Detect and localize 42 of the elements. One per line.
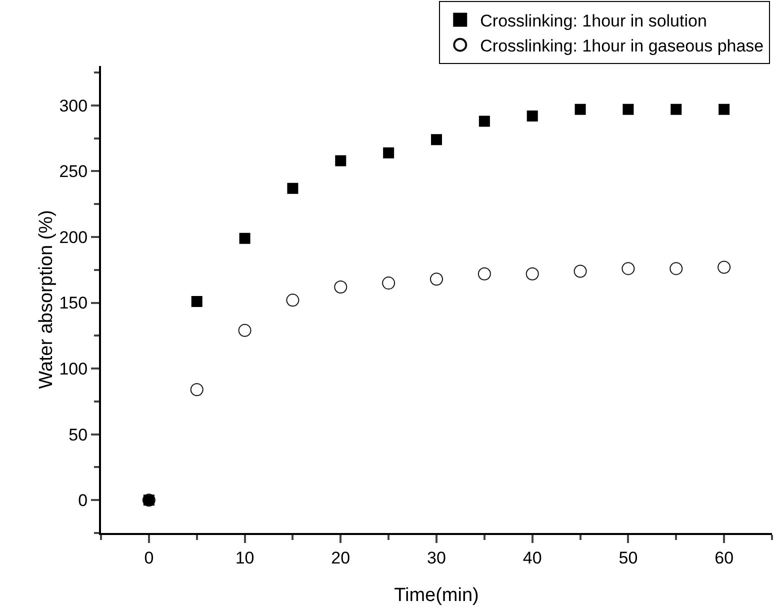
- x-tick-label: 10: [235, 548, 254, 568]
- point: [334, 280, 348, 294]
- x-tick-label: 20: [331, 548, 350, 568]
- point: [430, 272, 443, 286]
- point: [238, 324, 252, 337]
- point: [383, 147, 394, 158]
- point: [335, 155, 346, 166]
- legend-label: Crosslinking: 1hour in gaseous phase: [480, 36, 764, 56]
- point: [574, 104, 586, 115]
- y-tick-label: 300: [59, 96, 88, 116]
- x-tick-label: 50: [618, 548, 638, 568]
- point: [718, 104, 730, 115]
- y-tick-label: 0: [78, 491, 88, 510]
- point: [622, 104, 634, 115]
- point: [239, 232, 250, 244]
- point: [526, 110, 538, 122]
- point: [478, 267, 491, 280]
- point: [382, 276, 396, 290]
- point: [190, 383, 204, 396]
- point: [574, 264, 587, 278]
- x-axis-title: Time(min): [394, 585, 479, 606]
- point: [670, 104, 682, 115]
- point: [526, 267, 539, 280]
- y-tick-label: 200: [59, 228, 88, 247]
- point: [431, 134, 442, 146]
- point: [478, 116, 490, 127]
- y-tick-label: 150: [59, 294, 88, 313]
- point: [622, 262, 635, 276]
- y-tick-label: 100: [59, 360, 88, 379]
- x-tick-label: 0: [144, 548, 154, 568]
- x-tick-label: 30: [427, 548, 446, 568]
- x-tick-label: 40: [522, 548, 542, 568]
- point: [287, 182, 298, 194]
- legend-label: Crosslinking: 1hour in solution: [480, 11, 707, 30]
- point: [718, 260, 731, 274]
- y-tick-label: 50: [68, 425, 88, 444]
- y-axis-title: Water absorption (%): [36, 210, 57, 389]
- point: [670, 262, 683, 276]
- point: [286, 294, 300, 307]
- y-tick-label: 250: [59, 162, 88, 182]
- point: [191, 296, 202, 307]
- x-tick-label: 60: [714, 548, 734, 568]
